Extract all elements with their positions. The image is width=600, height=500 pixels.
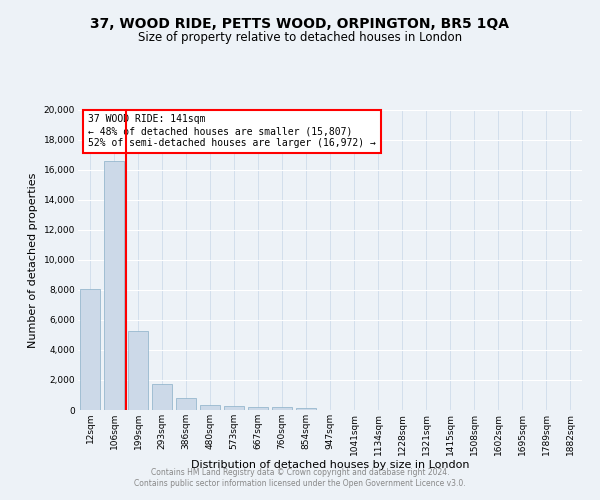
Bar	[296, 408, 316, 410]
Text: 37, WOOD RIDE, PETTS WOOD, ORPINGTON, BR5 1QA: 37, WOOD RIDE, PETTS WOOD, ORPINGTON, BR…	[91, 18, 509, 32]
X-axis label: Distribution of detached houses by size in London: Distribution of detached houses by size …	[191, 460, 469, 470]
Text: Size of property relative to detached houses in London: Size of property relative to detached ho…	[138, 31, 462, 44]
Text: 37 WOOD RIDE: 141sqm
← 48% of detached houses are smaller (15,807)
52% of semi-d: 37 WOOD RIDE: 141sqm ← 48% of detached h…	[88, 114, 376, 148]
Bar	[80, 289, 100, 410]
Bar	[200, 405, 220, 410]
Bar	[128, 330, 148, 410]
Y-axis label: Number of detached properties: Number of detached properties	[28, 172, 38, 348]
Bar	[248, 407, 268, 410]
Bar	[272, 408, 292, 410]
Bar	[224, 406, 244, 410]
Bar	[104, 160, 124, 410]
Bar	[176, 398, 196, 410]
Bar	[152, 384, 172, 410]
Text: Contains HM Land Registry data © Crown copyright and database right 2024.
Contai: Contains HM Land Registry data © Crown c…	[134, 468, 466, 487]
